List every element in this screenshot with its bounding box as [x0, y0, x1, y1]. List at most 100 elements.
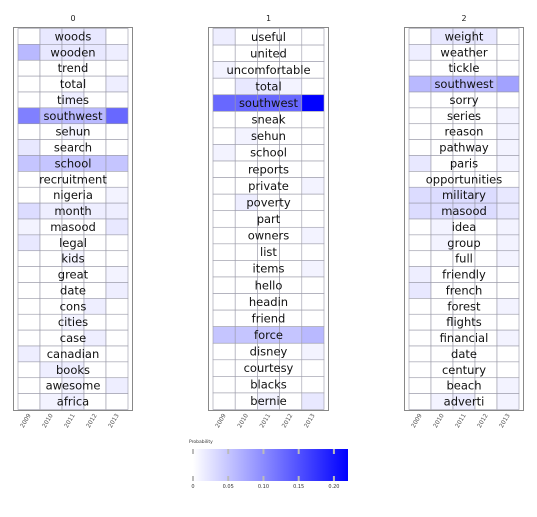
- heatmap-cell: [106, 378, 128, 394]
- heatmap-cell: [18, 219, 40, 235]
- heatmap-cell: [409, 156, 431, 172]
- heatmap-cell: [18, 187, 40, 203]
- row-label: group: [447, 236, 480, 250]
- heatmap-cell: [280, 211, 302, 228]
- row-label: masood: [441, 204, 487, 218]
- row-label: part: [257, 212, 281, 226]
- x-tick-label: 2009: [19, 412, 33, 429]
- row-label: sneak: [251, 113, 285, 127]
- heatmap-cell: [106, 29, 128, 45]
- heatmap-cell: [106, 156, 128, 172]
- heatmap-cell: [18, 76, 40, 92]
- row-label: sehun: [56, 125, 91, 139]
- heatmap-cell: [18, 394, 40, 410]
- row-label: bernie: [250, 394, 286, 408]
- heatmap-cell: [106, 362, 128, 378]
- heatmap-cell: [302, 128, 324, 145]
- heatmap-cell: [497, 314, 519, 330]
- heatmap-cell: [106, 346, 128, 362]
- row-label: sorry: [449, 93, 478, 107]
- heatmap-cell: [235, 78, 257, 95]
- heatmap-cell: [409, 60, 431, 76]
- x-tick-label: 2009: [214, 412, 228, 429]
- row-label: recruitment: [39, 172, 107, 186]
- heatmap-cell: [18, 378, 40, 394]
- heatmap-cell: [235, 244, 257, 261]
- heatmap-cell: [409, 362, 431, 378]
- heatmap-cell: [106, 219, 128, 235]
- panel-0: 0 woods wooden trend total times southwest sehu…: [14, 14, 133, 429]
- heatmap-cell: [497, 92, 519, 108]
- row-label: wooden: [50, 45, 95, 59]
- row-label: case: [60, 331, 86, 345]
- heatmap-cell: [18, 171, 40, 187]
- heatmap-cell: [18, 92, 40, 108]
- heatmap-cell: [302, 310, 324, 327]
- row-label: search: [54, 141, 92, 155]
- heatmap-cell: [497, 283, 519, 299]
- heatmap-cell: [18, 283, 40, 299]
- heatmap-cell: [106, 283, 128, 299]
- heatmap-cell: [106, 314, 128, 330]
- panel-title: 0: [70, 14, 75, 23]
- heatmap-cell: [18, 124, 40, 140]
- row-label: private: [248, 179, 289, 193]
- heatmap-cell: [497, 203, 519, 219]
- row-label: idea: [452, 220, 477, 234]
- heatmap-cell: [213, 294, 235, 311]
- panel-title: 1: [266, 14, 271, 23]
- row-label: friend: [252, 311, 286, 325]
- heatmap-cell: [409, 283, 431, 299]
- heatmap-cell: [40, 330, 62, 346]
- heatmap-cell: [409, 298, 431, 314]
- row-label: date: [60, 283, 86, 297]
- heatmap-cell: [409, 267, 431, 283]
- heatmap-cell: [106, 140, 128, 156]
- heatmap-cell: [18, 156, 40, 172]
- heatmap-cell: [302, 294, 324, 311]
- heatmap-cell: [409, 251, 431, 267]
- heatmap-cell: [84, 76, 106, 92]
- x-tick-label: 2010: [41, 412, 55, 429]
- heatmap-cell: [497, 140, 519, 156]
- heatmap-cell: [213, 111, 235, 128]
- heatmap-cell: [18, 267, 40, 283]
- heatmap-cell: [497, 235, 519, 251]
- heatmap-cell: [302, 277, 324, 294]
- row-label: paris: [450, 156, 478, 170]
- heatmap-cell: [497, 124, 519, 140]
- heatmap-cell: [106, 108, 128, 124]
- heatmap-cell: [84, 283, 106, 299]
- heatmap-cell: [431, 219, 453, 235]
- heatmap-cell: [106, 124, 128, 140]
- heatmap-cell: [302, 244, 324, 261]
- heatmap-cell: [84, 298, 106, 314]
- row-label: reports: [248, 162, 289, 176]
- row-label: southwest: [434, 77, 494, 91]
- heatmap-cell: [302, 393, 324, 410]
- x-tick-label: 2013: [107, 412, 121, 429]
- row-label: financial: [440, 331, 489, 345]
- heatmap-cell: [213, 310, 235, 327]
- row-label: headin: [249, 295, 288, 309]
- heatmap-cell: [40, 283, 62, 299]
- heatmap-cell: [18, 314, 40, 330]
- row-label: reason: [445, 125, 484, 139]
- x-tick-label: 2012: [281, 412, 295, 429]
- heatmap-cell: [409, 330, 431, 346]
- heatmap-cell: [84, 251, 106, 267]
- heatmap-cell: [40, 76, 62, 92]
- row-label: items: [253, 262, 285, 276]
- row-label: force: [254, 328, 283, 342]
- heatmap-cell: [497, 187, 519, 203]
- panel-title: 2: [461, 14, 466, 23]
- heatmap-cell: [213, 376, 235, 393]
- heatmap-cell: [409, 378, 431, 394]
- row-label: masood: [50, 220, 96, 234]
- heatmap-cell: [302, 211, 324, 228]
- heatmap-cell: [409, 140, 431, 156]
- heatmap-cell: [213, 45, 235, 62]
- heatmap-cell: [302, 343, 324, 360]
- heatmap-cell: [18, 29, 40, 45]
- heatmap-cell: [280, 78, 302, 95]
